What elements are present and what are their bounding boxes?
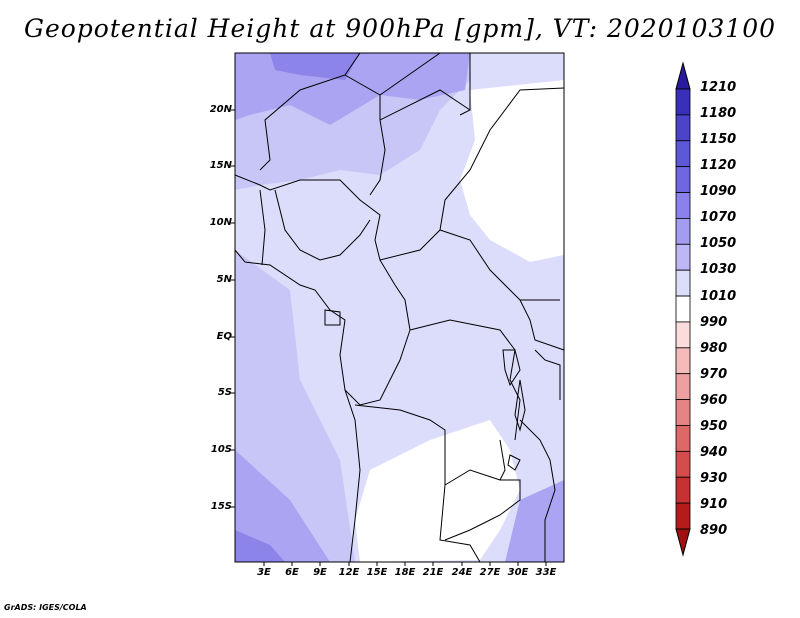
contour-region-atlantic-darkest [235, 530, 285, 562]
lon-label: 18E [394, 567, 416, 578]
colorbar-label: 1180 [700, 106, 737, 121]
colorbar-label: 970 [700, 367, 728, 382]
colorbar-segment [675, 243, 691, 271]
lat-label: 5S [217, 387, 232, 398]
lat-label: EQ [216, 331, 232, 342]
contour-region-southeast [505, 480, 564, 562]
colorbar-label: 980 [700, 341, 728, 356]
lon-label: 33E [535, 567, 557, 578]
colorbar-label: 1030 [700, 262, 737, 277]
colorbar-segment [675, 88, 691, 116]
grads-credit: GrADS: IGES/COLA [4, 603, 87, 612]
colorbar-label: 1210 [700, 80, 737, 95]
colorbar-segment [675, 450, 691, 478]
colorbar-label: 1070 [700, 210, 737, 225]
colorbar-segment [675, 218, 691, 245]
political-borders [234, 52, 565, 563]
colorbar-segment [675, 140, 691, 168]
lat-label: 15S [210, 501, 232, 512]
contour-region-south [355, 420, 520, 562]
colorbar-label: 890 [700, 523, 728, 538]
colorbar [675, 61, 691, 557]
colorbar-label: 1010 [700, 289, 737, 304]
colorbar-segment [675, 373, 691, 400]
colorbar-label: 990 [700, 315, 728, 330]
colorbar-segment [675, 399, 691, 426]
colorbar-segment [675, 502, 691, 530]
map-frame [234, 52, 565, 563]
lon-label: 24E [451, 567, 473, 578]
lon-label: 21E [422, 567, 444, 578]
colorbar-label: 960 [700, 393, 728, 408]
lat-label: 20N [209, 104, 232, 115]
lat-label: 5N [216, 274, 232, 285]
colorbar-segment [675, 114, 691, 142]
colorbar-segment [675, 476, 691, 504]
colorbar-segment [675, 61, 691, 90]
lat-label: 10N [209, 217, 232, 228]
colorbar-label: 1120 [700, 158, 737, 173]
colorbar-label: 1150 [700, 132, 737, 147]
lon-label: 15E [366, 567, 388, 578]
colorbar-segment [675, 528, 691, 557]
colorbar-label: 930 [700, 471, 728, 486]
lon-label: 30E [507, 567, 529, 578]
lat-label: 15N [209, 160, 232, 171]
lon-label: 12E [338, 567, 360, 578]
colorbar-segment [675, 425, 691, 452]
colorbar-label: 950 [700, 419, 728, 434]
map-title: Geopotential Height at 900hPa [gpm], VT:… [23, 14, 777, 43]
contour-region-atlantic-dark [235, 450, 330, 562]
lat-label: 10S [210, 444, 232, 455]
colorbar-label: 910 [700, 497, 728, 512]
colorbar-segment [675, 347, 691, 375]
lon-label: 9E [313, 567, 327, 578]
colorbar-label: 1090 [700, 184, 737, 199]
colorbar-label: 1050 [700, 236, 737, 251]
axis-ticks [231, 109, 547, 566]
map-panel [234, 52, 565, 563]
contour-region-north-darkest [270, 53, 360, 80]
lon-label: 3E [257, 567, 271, 578]
lon-label: 27E [479, 567, 501, 578]
colorbar-segment [675, 192, 691, 219]
colorbar-segment [675, 166, 691, 193]
contour-region-sudan [460, 80, 564, 262]
colorbar-segment [675, 295, 691, 323]
colorbar-segment [675, 321, 691, 349]
colorbar-segment [675, 269, 691, 297]
lon-label: 6E [285, 567, 299, 578]
colorbar-label: 940 [700, 445, 728, 460]
